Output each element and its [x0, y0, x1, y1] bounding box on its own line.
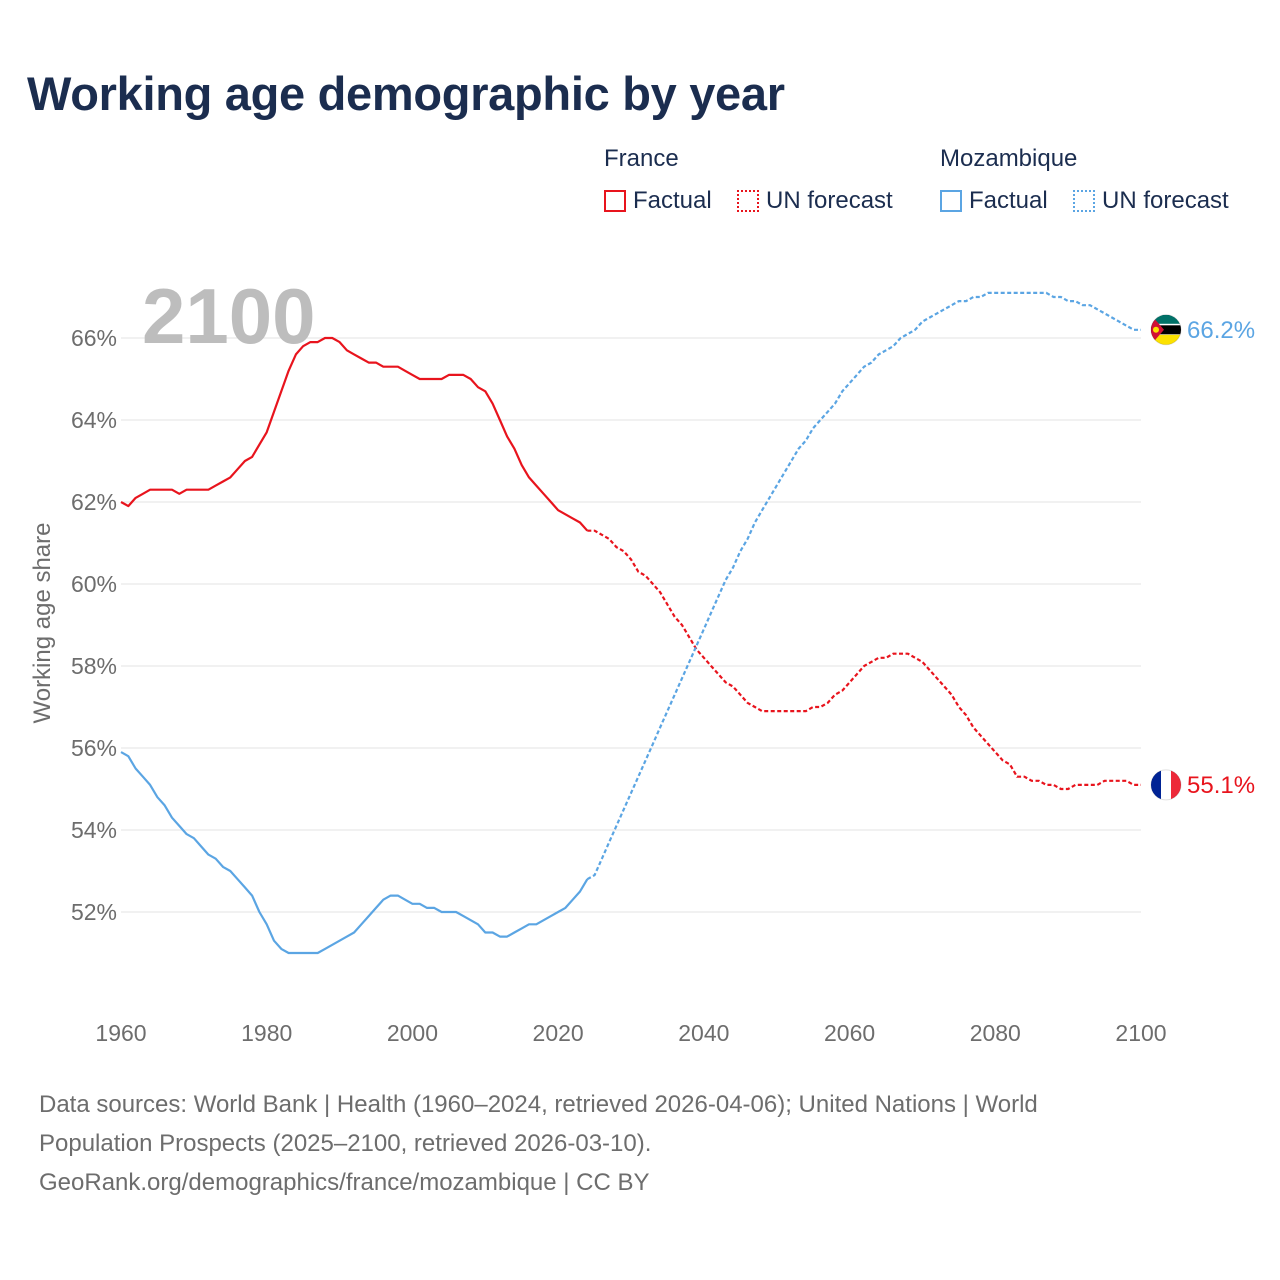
mozambique-flag-icon: [1150, 314, 1182, 346]
x-tick-label: 2040: [678, 1020, 729, 1046]
france-factual-line: [120, 336, 589, 532]
legend-swatch-solid-icon: [604, 190, 626, 212]
legend-item-france-factual[interactable]: Factual: [604, 187, 712, 215]
france-forecast-line: [587, 529, 1141, 791]
legend-label: UN forecast: [1102, 187, 1229, 214]
flag-stripe-blue: [1151, 769, 1161, 800]
mozambique-forecast-line: [586, 291, 1141, 881]
footer-sources-line-2: Population Prospects (2025–2100, retriev…: [39, 1130, 652, 1157]
flag-fill: [1151, 314, 1181, 345]
footer-sources-line-1: Data sources: World Bank | Health (1960–…: [39, 1091, 1038, 1118]
y-tick-label: 56%: [71, 735, 117, 761]
y-tick-label: 62%: [71, 489, 117, 515]
legend-label: Factual: [969, 187, 1048, 214]
footer-credit-link[interactable]: GeoRank.org/demographics/france/mozambiq…: [39, 1169, 650, 1196]
flag-stripe-white: [1161, 769, 1171, 800]
line-chart: 2100 52% 54% 56% 58% 60% 62% 64% 66% 1960 1980 20…: [29, 272, 1255, 1046]
legend-swatch-solid-icon: [940, 190, 962, 212]
flag-fill: [1151, 769, 1181, 800]
legend-swatch-dotted-icon: [737, 190, 759, 212]
france-flag-icon: [1150, 769, 1182, 801]
flag-stripe-green: [1151, 314, 1181, 325]
footer: Data sources: World Bank | Health (1960–…: [39, 1085, 1179, 1202]
legend-label: UN forecast: [766, 187, 893, 214]
series-end-label: 55.1%: [1187, 772, 1255, 799]
flag-outline: [1150, 314, 1182, 346]
y-tick-label: 64%: [71, 407, 117, 433]
x-tick-label: 2080: [970, 1020, 1021, 1046]
mozambique-factual-line: [120, 751, 589, 955]
series-lines: [120, 291, 1141, 955]
series-end-label: 66.2%: [1187, 317, 1255, 344]
legend-title-france: France: [604, 145, 679, 172]
flag-outline: [1150, 769, 1182, 801]
y-tick-label: 54%: [71, 817, 117, 843]
legend-label: Factual: [633, 187, 712, 214]
y-axis: 52% 54% 56% 58% 60% 62% 64% 66%: [71, 325, 117, 925]
chart-title: Working age demographic by year: [27, 67, 785, 120]
legend-title-mozambique: Mozambique: [940, 145, 1078, 172]
y-tick-label: 60%: [71, 571, 117, 597]
x-axis: 1960 1980 2000 2020 2040 2060 2080 2100: [95, 1020, 1166, 1046]
y-tick-label: 52%: [71, 899, 117, 925]
y-tick-label: 66%: [71, 325, 117, 351]
y-tick-label: 58%: [71, 653, 117, 679]
x-tick-label: 2020: [533, 1020, 584, 1046]
x-tick-label: 1980: [241, 1020, 292, 1046]
legend-swatch-dotted-icon: [1073, 190, 1095, 212]
series-end-markers: 55.1% 66.2%: [1150, 314, 1255, 801]
x-tick-label: 2000: [387, 1020, 438, 1046]
y-axis-label: Working age share: [29, 523, 56, 724]
flag-stripe-black: [1151, 324, 1181, 335]
current-year-watermark: 2100: [142, 272, 316, 360]
legend-item-mozambique-forecast[interactable]: UN forecast: [1073, 187, 1229, 215]
gridlines: [121, 337, 1141, 913]
x-tick-label: 2060: [824, 1020, 875, 1046]
flag-stripe-red: [1171, 769, 1181, 800]
flag-stripe-yellow: [1151, 334, 1181, 345]
flag-fimbriation-top: [1151, 323, 1181, 326]
legend-item-france-forecast[interactable]: UN forecast: [737, 187, 893, 215]
x-tick-label: 2100: [1115, 1020, 1166, 1046]
x-tick-label: 1960: [95, 1020, 146, 1046]
flag-star: [1153, 326, 1159, 333]
legend-item-mozambique-factual[interactable]: Factual: [940, 187, 1048, 215]
